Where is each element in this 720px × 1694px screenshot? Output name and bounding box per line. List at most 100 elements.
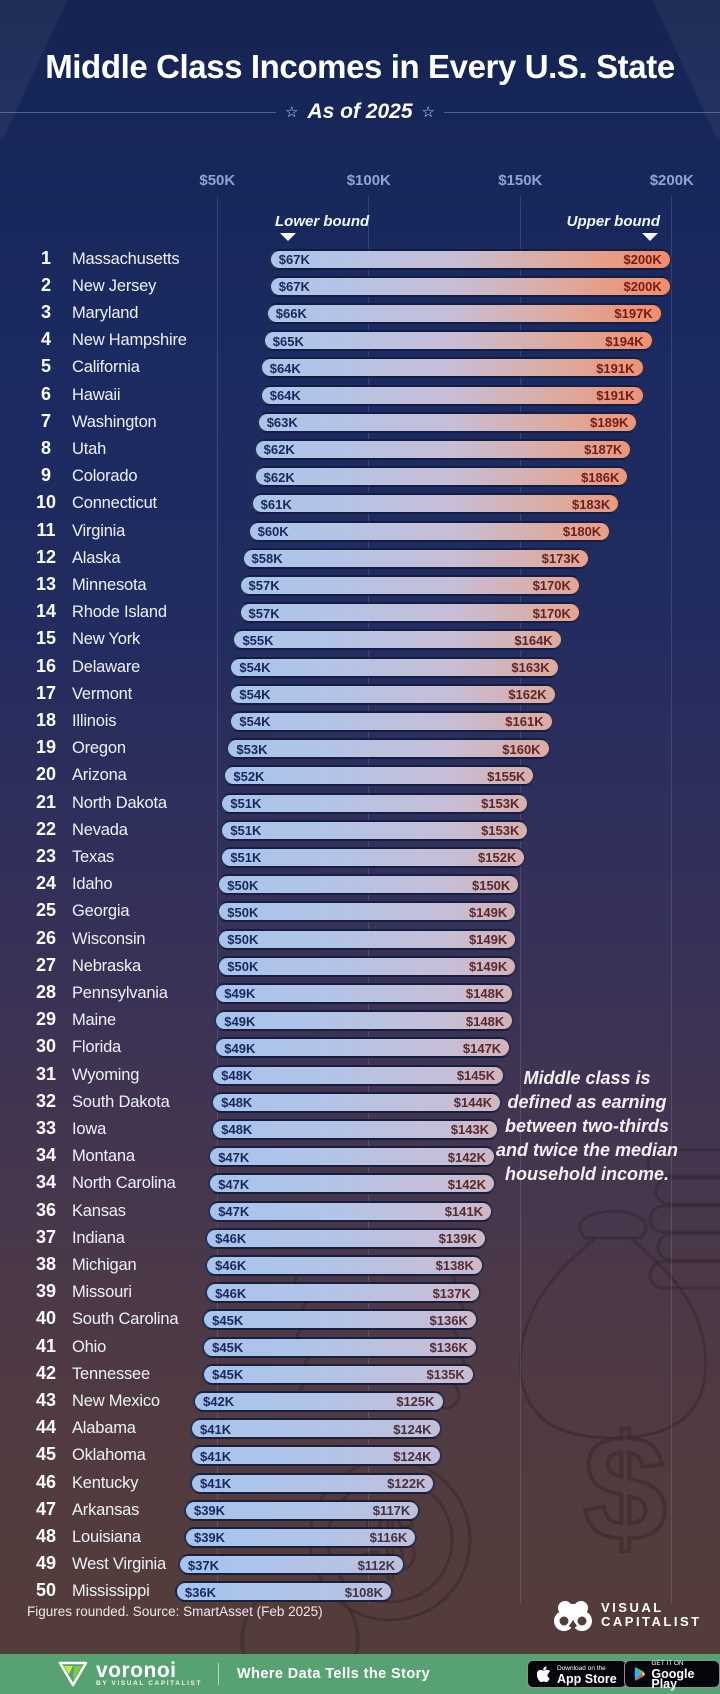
- income-range-bar: $45K $135K: [202, 1363, 475, 1385]
- upper-bound-value: $141K: [444, 1204, 484, 1219]
- lower-bound-value: $46K: [215, 1285, 247, 1301]
- state-name: Louisiana: [72, 1527, 141, 1546]
- upper-bound-value: $191K: [596, 360, 635, 376]
- income-range-bar: $50K $150K: [217, 874, 521, 896]
- rank-number: 31: [35, 1063, 57, 1084]
- gridline-150k: [519, 196, 521, 1604]
- state-row: 29 Maine $49K $148K: [0, 1007, 720, 1035]
- upper-bound-value: $139K: [438, 1231, 477, 1247]
- lower-bound-value: $48K: [221, 1122, 253, 1138]
- state-name: Rhode Island: [72, 603, 167, 622]
- rank-number: 43: [35, 1389, 57, 1410]
- rank-number: 47: [35, 1498, 57, 1519]
- rank-number: 11: [36, 519, 56, 540]
- state-name: West Virginia: [72, 1555, 166, 1574]
- rank-number: 26: [35, 927, 57, 948]
- income-range-bar: $50K $149K: [217, 955, 518, 977]
- state-row: 14 Rhode Island $57K $170K: [0, 599, 720, 627]
- app-store-badge[interactable]: Download on the App Store: [527, 1660, 627, 1688]
- state-row: 9 Colorado $62K $186K: [0, 463, 720, 491]
- state-row: 34 North Carolina $47K $142K: [0, 1170, 720, 1198]
- income-range-bar: $65K $194K: [262, 330, 654, 352]
- income-range-bar: $62K $187K: [253, 438, 633, 460]
- upper-bound-value: $160K: [502, 741, 541, 757]
- lower-bound-value: $39K: [193, 1530, 226, 1546]
- income-range-bar: $57K $170K: [238, 602, 581, 624]
- lower-bound-value: $57K: [248, 578, 280, 594]
- upper-bound-value: $148K: [465, 986, 505, 1002]
- income-range-bar: $60K $180K: [247, 520, 612, 542]
- state-name: Alaska: [72, 548, 121, 567]
- lower-bound-value: $60K: [257, 524, 289, 539]
- corner-decoration-right: [420, 0, 720, 140]
- state-row: 36 Kansas $47K $141K: [0, 1198, 720, 1226]
- upper-bound-value: $183K: [571, 496, 611, 512]
- state-row: 15 New York $55K $164K: [0, 626, 720, 654]
- lower-bound-value: $41K: [200, 1448, 232, 1464]
- state-name: Kansas: [72, 1201, 126, 1220]
- state-name: Nevada: [72, 820, 128, 839]
- state-name: Connecticut: [72, 494, 157, 513]
- state-row: 21 North Dakota $51K $153K: [0, 790, 720, 818]
- income-range-bar: $41K $124K: [190, 1418, 442, 1440]
- lower-bound-value: $48K: [221, 1068, 253, 1083]
- income-range-bar: $53K $160K: [226, 738, 551, 760]
- upper-bound-caret-icon: [642, 233, 658, 241]
- app-store-line2: App Store: [557, 1672, 617, 1686]
- upper-bound-value: $136K: [429, 1312, 468, 1328]
- rank-number: 25: [35, 900, 57, 921]
- star-icon: ☆: [285, 103, 299, 121]
- rank-number: 5: [40, 356, 51, 377]
- income-range-bar: $55K $164K: [232, 629, 563, 651]
- upper-bound-value: $173K: [541, 551, 580, 567]
- income-range-bar: $46K $137K: [205, 1282, 481, 1304]
- rank-number: 8: [40, 437, 51, 458]
- lower-bound-value: $46K: [215, 1231, 247, 1247]
- rank-number: 3: [40, 301, 51, 322]
- income-range-bar: $61K $183K: [250, 493, 621, 515]
- income-range-bar: $51K $153K: [220, 792, 530, 814]
- google-play-badge[interactable]: GET IT ON Google Play: [624, 1660, 720, 1690]
- lower-bound-value: $50K: [227, 959, 259, 975]
- rank-number: 46: [35, 1471, 57, 1492]
- upper-bound-value: $200K: [623, 279, 662, 295]
- lower-bound-value: $45K: [212, 1312, 244, 1328]
- lower-bound-value: $47K: [218, 1149, 250, 1165]
- state-row: 25 Georgia $50K $149K: [0, 898, 720, 926]
- upper-bound-value: $135K: [426, 1367, 465, 1383]
- rank-number: 12: [35, 546, 57, 567]
- lower-bound-value: $49K: [224, 1013, 256, 1029]
- state-row: 4 New Hampshire $65K $194K: [0, 327, 720, 355]
- rank-number: 19: [35, 737, 57, 758]
- income-range-bar: $58K $173K: [241, 547, 590, 569]
- lower-bound-value: $54K: [239, 687, 271, 703]
- state-row: 22 Nevada $51K $153K: [0, 817, 720, 845]
- income-range-bar: $45K $136K: [202, 1309, 478, 1331]
- lower-bound-value: $50K: [227, 932, 259, 947]
- state-name: Iowa: [72, 1119, 107, 1138]
- upper-bound-value: $144K: [453, 1095, 493, 1111]
- lower-bound-value: $54K: [239, 714, 271, 730]
- lower-bound-value: $62K: [263, 469, 295, 485]
- rank-number: 41: [35, 1335, 57, 1356]
- lower-bound-value: $57K: [248, 605, 280, 621]
- upper-bound-value: $187K: [584, 442, 623, 458]
- state-row: 37 Indiana $46K $139K: [0, 1225, 720, 1253]
- income-range-bar: $46K $138K: [205, 1254, 484, 1276]
- upper-bound-value: $161K: [505, 714, 544, 730]
- state-row: 7 Washington $63K $189K: [0, 409, 720, 437]
- state-row: 12 Alaska $58K $173K: [0, 545, 720, 573]
- state-row: 44 Alabama $41K $124K: [0, 1415, 720, 1443]
- upper-bound-value: $194K: [605, 333, 644, 349]
- lower-bound-value: $63K: [266, 415, 298, 431]
- income-range-bar: $54K $161K: [229, 710, 554, 732]
- lower-bound-value: $49K: [224, 986, 256, 1002]
- income-range-bar: $50K $149K: [217, 928, 518, 950]
- lower-bound-value: $65K: [272, 333, 304, 349]
- income-range-bar: $46K $139K: [205, 1227, 487, 1249]
- income-range-bar: $54K $162K: [229, 683, 557, 705]
- rank-number: 33: [35, 1117, 57, 1138]
- upper-bound-value: $197K: [614, 306, 653, 322]
- income-range-bar: $57K $170K: [238, 574, 581, 596]
- upper-bound-value: $116K: [369, 1530, 408, 1546]
